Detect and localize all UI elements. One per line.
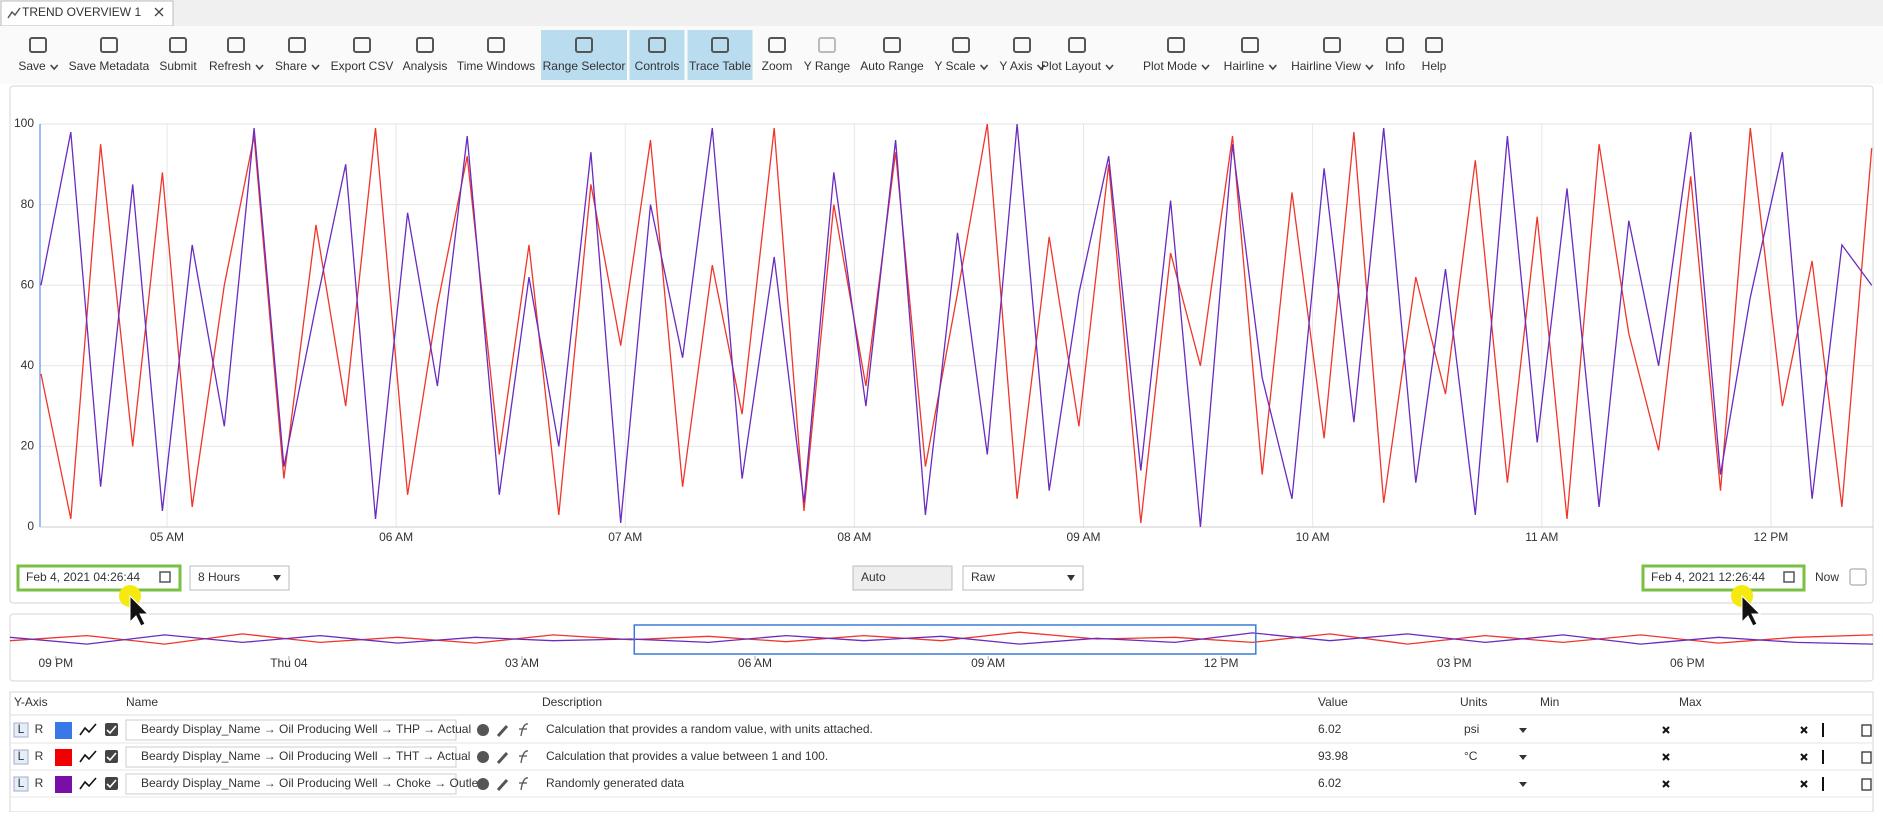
trace-value: 6.02 (1318, 776, 1342, 790)
trace-name: Beardy Display_Name → Oil Producing Well… (141, 749, 470, 763)
trace-color[interactable] (55, 776, 72, 793)
info-icon[interactable] (477, 778, 489, 790)
trace-description: Randomly generated data (546, 776, 684, 790)
y-tick-label: 20 (21, 439, 35, 453)
end-date-text: Feb 4, 2021 12:26:44 (1651, 570, 1765, 584)
axis-button-label: L (18, 749, 25, 763)
tab-title: TREND OVERVIEW 1 (22, 5, 141, 19)
toolbar-label[interactable]: Auto Range (860, 59, 924, 73)
x-tick-label: 03 AM (505, 656, 539, 670)
x-tick-label: 10 AM (1296, 530, 1330, 544)
toolbar-label[interactable]: Trace Table (689, 59, 751, 73)
column-header: Value (1318, 695, 1348, 709)
x-tick-label: 07 AM (608, 530, 642, 544)
trace-color[interactable] (55, 749, 72, 766)
now-checkbox[interactable] (1850, 569, 1866, 585)
toolbar-label[interactable]: Export CSV (331, 59, 394, 73)
x-tick-label: 05 AM (150, 530, 184, 544)
toolbar-label[interactable]: Share (275, 59, 307, 73)
toolbar-label[interactable]: Controls (635, 59, 680, 73)
trace-name: Beardy Display_Name → Oil Producing Well… (141, 776, 488, 790)
axis-button-label[interactable]: R (35, 749, 44, 763)
x-tick-label: 03 PM (1437, 656, 1472, 670)
toolbar-label[interactable]: Submit (159, 59, 197, 73)
overview-panel (10, 614, 1873, 681)
x-tick-label: 08 AM (837, 530, 871, 544)
toolbar-label[interactable]: Y Scale (934, 59, 975, 73)
x-tick-label: Thu 04 (270, 656, 308, 670)
toolbar-label[interactable]: Range Selector (543, 59, 626, 73)
y-tick-label: 0 (27, 519, 34, 533)
x-tick-label: 06 AM (379, 530, 413, 544)
toolbar-label[interactable]: Info (1385, 59, 1405, 73)
column-header: Y-Axis (14, 695, 48, 709)
mode-input-text: Auto (861, 570, 886, 584)
x-tick-label: 12 PM (1204, 656, 1239, 670)
now-label: Now (1815, 570, 1839, 584)
y-tick-label: 100 (14, 116, 34, 130)
column-header: Max (1679, 695, 1702, 709)
column-header: Units (1460, 695, 1487, 709)
axis-button-label[interactable]: R (35, 776, 44, 790)
toolbar-label[interactable]: Plot Mode (1143, 59, 1197, 73)
toolbar-label[interactable]: Y Axis (999, 59, 1032, 73)
info-icon[interactable] (477, 751, 489, 763)
x-tick-label: 11 AM (1525, 530, 1558, 544)
toolbar-label[interactable]: Hairline View (1291, 59, 1361, 73)
trace-color[interactable] (55, 722, 72, 739)
y-tick-label: 40 (21, 358, 35, 372)
toolbar-label[interactable]: Y Range (804, 59, 851, 73)
visible-checkbox[interactable] (105, 723, 118, 736)
toolbar-label[interactable]: Save (18, 59, 46, 73)
column-header: Name (126, 695, 158, 709)
axis-button-label[interactable]: R (35, 722, 44, 736)
duration-select-text: 8 Hours (198, 570, 240, 584)
toolbar-label[interactable]: Save Metadata (69, 59, 150, 73)
x-tick-label: 09 PM (38, 656, 73, 670)
column-header: Min (1540, 695, 1559, 709)
axis-button-label: L (18, 776, 25, 790)
info-icon[interactable] (477, 724, 489, 736)
visible-checkbox[interactable] (105, 777, 118, 790)
x-tick-label: 06 PM (1670, 656, 1705, 670)
y-tick-label: 80 (21, 197, 35, 211)
toolbar-label[interactable]: Plot Layout (1041, 59, 1102, 73)
trace-name: Beardy Display_Name → Oil Producing Well… (141, 722, 471, 736)
toolbar-label[interactable]: Refresh (209, 59, 251, 73)
x-tick-label: 09 AM (1067, 530, 1101, 544)
sampling-select-text: Raw (971, 570, 995, 584)
toolbar-label[interactable]: Analysis (403, 59, 448, 73)
y-tick-label: 60 (21, 277, 35, 291)
trace-units: psi (1464, 722, 1479, 736)
trace-description: Calculation that provides a value betwee… (546, 749, 828, 763)
toolbar-label[interactable]: Zoom (762, 59, 793, 73)
toolbar-label[interactable]: Time Windows (457, 59, 535, 73)
column-header: Description (542, 695, 602, 709)
x-tick-label: 12 PM (1754, 530, 1789, 544)
trace-description: Calculation that provides a random value… (546, 722, 873, 736)
chart-panel (10, 86, 1873, 603)
toolbar (0, 26, 1883, 84)
tab-bar (0, 0, 1883, 26)
x-tick-label: 09 AM (971, 656, 1005, 670)
toolbar-label[interactable]: Hairline (1224, 59, 1265, 73)
start-date-text: Feb 4, 2021 04:26:44 (26, 570, 140, 584)
x-tick-label: 06 AM (738, 656, 772, 670)
toolbar-label[interactable]: Help (1422, 59, 1447, 73)
visible-checkbox[interactable] (105, 750, 118, 763)
trace-units: °C (1464, 749, 1478, 763)
trace-value: 6.02 (1318, 722, 1342, 736)
axis-button-label: L (18, 722, 25, 736)
trace-value: 93.98 (1318, 749, 1348, 763)
